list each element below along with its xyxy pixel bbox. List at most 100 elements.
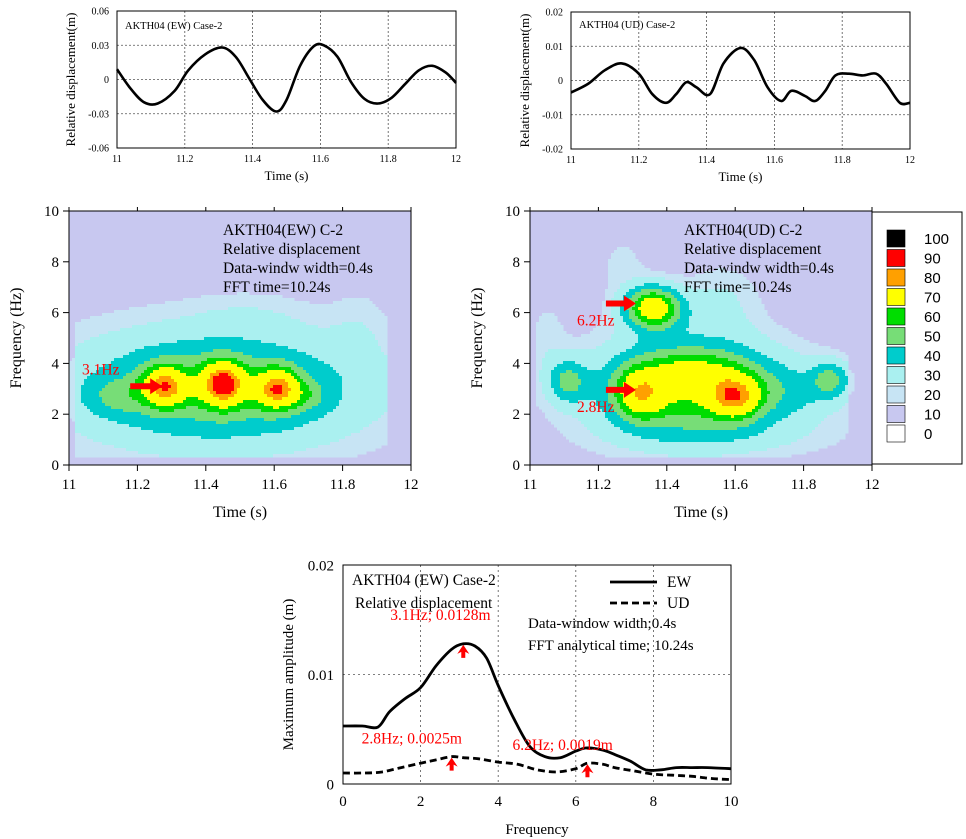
heatmap-cell — [336, 415, 340, 419]
heatmap-cell — [171, 358, 175, 362]
heatmap-cell — [300, 307, 304, 311]
heatmap-cell — [192, 388, 196, 392]
heatmap-cell — [174, 385, 178, 389]
heatmap-cell — [333, 436, 337, 440]
heatmap-cell — [153, 367, 157, 371]
heatmap-cell — [285, 298, 289, 302]
heatmap-cell — [81, 424, 85, 428]
heatmap-cell — [210, 418, 214, 422]
heatmap-cell — [333, 358, 337, 362]
heatmap-cell — [288, 424, 292, 428]
heatmap-cell — [273, 421, 277, 425]
heatmap-cell — [204, 301, 208, 305]
heatmap-cell — [72, 367, 76, 371]
heatmap-cell — [357, 427, 361, 431]
heatmap-cell — [213, 340, 217, 344]
heatmap-cell — [363, 388, 367, 392]
heatmap-cell — [159, 355, 163, 359]
heatmap-cell — [261, 421, 265, 425]
heatmap-cell — [96, 316, 100, 320]
heatmap-cell — [309, 409, 313, 413]
heatmap-cell — [312, 355, 316, 359]
heatmap-cell — [357, 346, 361, 350]
heatmap-cell — [369, 319, 373, 323]
heatmap-cell — [195, 343, 199, 347]
heatmap-cell — [330, 412, 334, 416]
heatmap-cell — [81, 379, 85, 383]
heatmap-cell — [285, 409, 289, 413]
heatmap-cell — [282, 355, 286, 359]
heatmap-cell — [78, 442, 82, 446]
heatmap-cell — [333, 424, 337, 428]
heatmap-cell — [201, 376, 205, 380]
heatmap-cell — [366, 367, 370, 371]
heatmap-cell — [234, 388, 238, 392]
heatmap-cell — [120, 373, 124, 377]
heatmap-cell — [246, 367, 250, 371]
heatmap-cell — [360, 331, 364, 335]
heatmap-cell — [264, 319, 268, 323]
heatmap-cell — [159, 397, 163, 401]
heatmap-cell — [192, 391, 196, 395]
heatmap-cell — [297, 370, 301, 374]
heatmap-cell — [273, 346, 277, 350]
heatmap-cell — [255, 418, 259, 422]
heatmap-cell — [306, 373, 310, 377]
heatmap-cell — [189, 424, 193, 428]
heatmap-cell — [135, 436, 139, 440]
heatmap-cell — [321, 343, 325, 347]
heatmap-cell — [96, 436, 100, 440]
heatmap-cell — [333, 409, 337, 413]
heatmap-cell — [138, 322, 142, 326]
heatmap-cell — [270, 370, 274, 374]
heatmap-cell — [339, 361, 343, 365]
heatmap-cell — [294, 361, 298, 365]
heatmap-cell — [339, 394, 343, 398]
heatmap-cell — [117, 400, 121, 404]
heatmap-cell — [90, 340, 94, 344]
heatmap-cell — [216, 403, 220, 407]
heatmap-cell — [348, 322, 352, 326]
heatmap-cell — [234, 439, 238, 443]
heatmap-cell — [159, 349, 163, 353]
heatmap-cell — [363, 406, 367, 410]
heatmap-cell — [99, 367, 103, 371]
heatmap-cell — [351, 409, 355, 413]
heatmap-cell — [237, 421, 241, 425]
heatmap-cell — [183, 325, 187, 329]
heatmap-cell — [384, 328, 388, 332]
heatmap-cell — [258, 361, 262, 365]
heatmap-cell — [300, 310, 304, 314]
heatmap-cell — [204, 439, 208, 443]
heatmap-cell — [186, 304, 190, 308]
heatmap-cell — [291, 385, 295, 389]
heatmap-cell — [189, 340, 193, 344]
heatmap-cell — [333, 331, 337, 335]
heatmap-cell — [162, 331, 166, 335]
heatmap-cell — [261, 418, 265, 422]
heatmap-cell — [144, 427, 148, 431]
heatmap-cell — [315, 367, 319, 371]
heatmap-cell — [303, 310, 307, 314]
heatmap-cell — [324, 391, 328, 395]
heatmap-cell — [210, 358, 214, 362]
heatmap-cell — [321, 436, 325, 440]
heatmap-cell — [252, 322, 256, 326]
heatmap-cell — [198, 409, 202, 413]
heatmap-cell — [342, 388, 346, 392]
heatmap-cell — [162, 316, 166, 320]
heatmap-cell — [339, 406, 343, 410]
heatmap-cell — [384, 370, 388, 374]
heatmap-cell — [195, 391, 199, 395]
heatmap-cell — [258, 301, 262, 305]
heatmap-cell — [258, 424, 262, 428]
heatmap-cell — [294, 358, 298, 362]
heatmap-cell — [195, 379, 199, 383]
heatmap-cell — [261, 367, 265, 371]
heatmap-cell — [285, 337, 289, 341]
heatmap-cell — [273, 355, 277, 359]
heatmap-cell — [195, 346, 199, 350]
heatmap-cell — [153, 418, 157, 422]
heatmap-cell — [207, 439, 211, 443]
heatmap-cell — [138, 325, 142, 329]
